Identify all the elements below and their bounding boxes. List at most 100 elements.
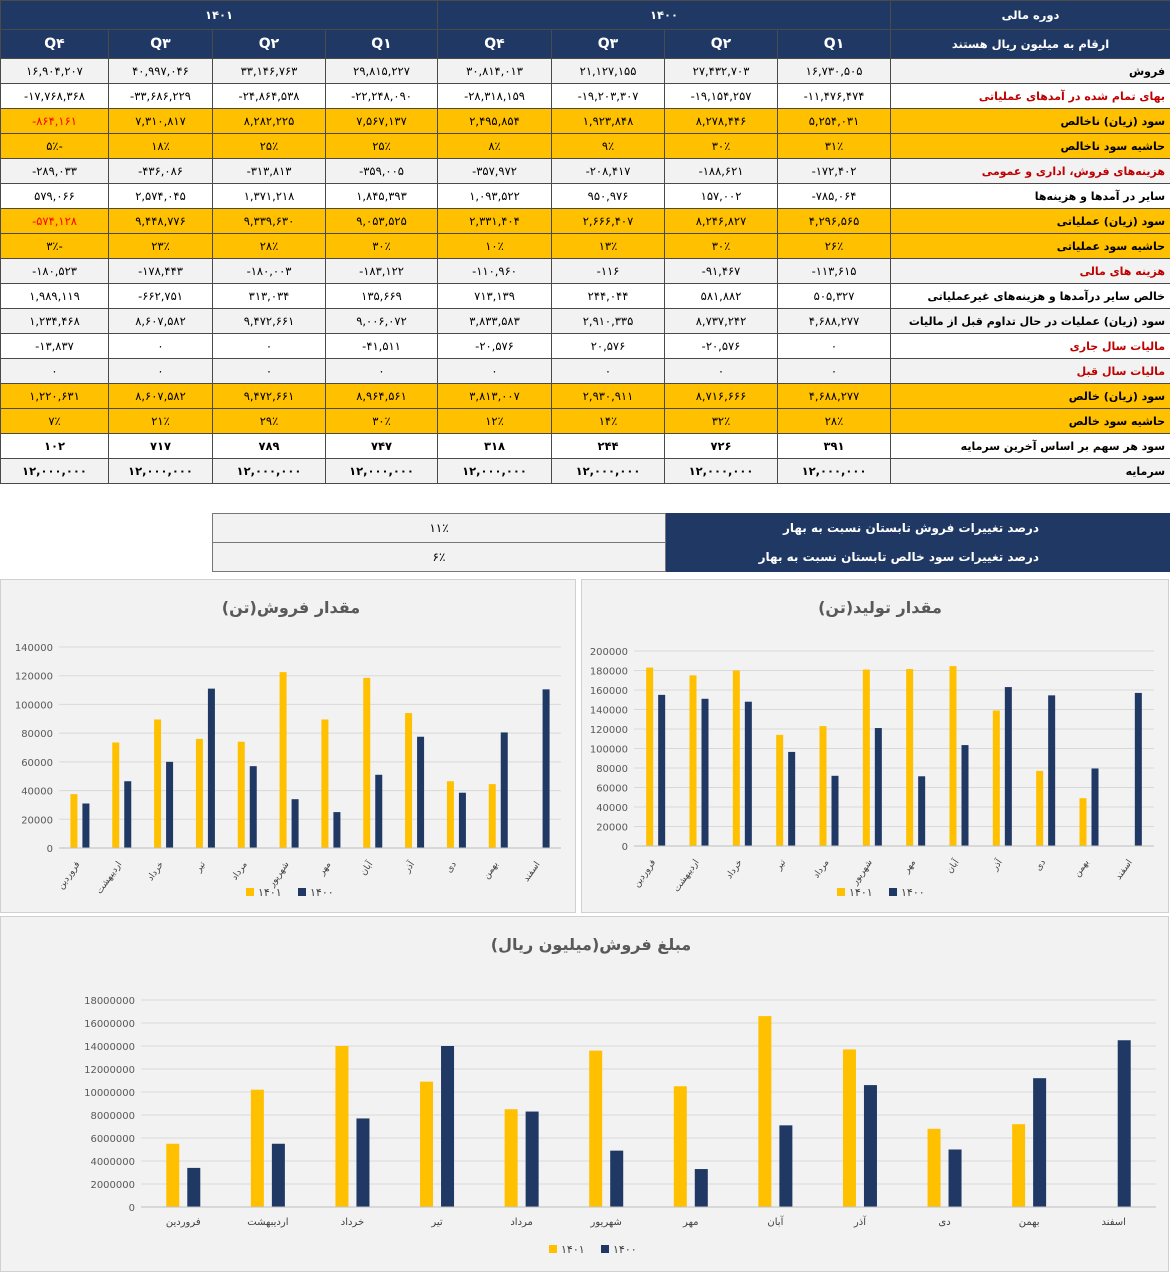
y-tick-label: 120000 <box>590 725 628 736</box>
category-label: اسفند <box>1101 1217 1125 1228</box>
table-cell: ۸,۷۱۶,۶۶۶ <box>664 383 779 409</box>
table-cell: -۳٪ <box>0 233 109 259</box>
table-cell: ۱۹,۲۰۳,۳۰۷- <box>551 83 666 109</box>
bar-1400 <box>207 688 215 848</box>
change-value: ۱۱٪ <box>212 513 666 543</box>
table-row: ۱,۹۸۹,۱۱۹ ۶۶۲,۷۵۱- ۳۱۳,۰۳۴ ۱۳۵,۶۶۹ ۷۱۳,۱۳۹ ۲۴… <box>0 283 1170 309</box>
table-cell: ۹,۰۵۳,۵۲۵ <box>324 208 439 234</box>
bar-1401 <box>862 669 870 846</box>
table-cell: ۲,۴۹۵,۸۵۴ <box>437 108 553 134</box>
y-tick-label: 14000000 <box>84 1042 135 1053</box>
legend-swatch-1401 <box>549 1245 557 1253</box>
category-label: مرداد <box>510 1217 533 1228</box>
year-header-1401: ۱۴۰۱ <box>0 0 439 30</box>
table-cell: ۲۶٪ <box>777 233 892 259</box>
bar-1401 <box>420 1081 434 1207</box>
quarter-header: Q۳ <box>551 29 666 59</box>
bar-1401 <box>335 1046 349 1207</box>
bar-1401 <box>689 675 697 846</box>
bar-1400 <box>610 1150 624 1207</box>
y-tick-label: 4000000 <box>90 1157 135 1168</box>
table-cell: ۲۰,۵۷۶ <box>551 333 666 359</box>
table-cell: ۱۲,۰۰۰,۰۰۰ <box>0 458 109 484</box>
bar-1401 <box>949 666 957 846</box>
table-cell: ۱۱۶- <box>551 258 666 284</box>
table-row: ۱۶,۹۰۴,۲۰۷ ۴۰,۹۹۷,۰۴۶ ۳۳,۱۴۶,۷۶۳ ۲۹,۸۱۵,۲۲۷… <box>0 58 1170 84</box>
bar-1400 <box>82 803 90 848</box>
table-cell: ۷۲۶ <box>664 433 779 459</box>
bar-1401 <box>250 1089 264 1207</box>
row-label: سود هر سهم بر اساس آخرین سرمایه <box>890 433 1170 459</box>
category-label: فروردین <box>56 860 82 891</box>
table-cell: ۱۳٪ <box>551 233 666 259</box>
category-label: آبان <box>357 858 375 877</box>
table-cell: ۹۱,۴۶۷- <box>664 258 779 284</box>
bar-1401 <box>70 794 78 848</box>
table-cell: ۵,۲۵۴,۰۳۱ <box>777 108 892 134</box>
quarter-header: Q۱ <box>777 29 892 59</box>
table-cell: ۷۱۳,۱۳۹ <box>437 283 553 309</box>
y-tick-label: 60000 <box>21 758 53 769</box>
table-cell: ۰ <box>212 333 326 359</box>
table-cell: ۱۸۰,۵۲۳- <box>0 258 109 284</box>
table-cell: ۸۶۴,۱۶۱- <box>0 108 109 134</box>
table-cell: ۸,۹۶۴,۵۶۱ <box>324 383 439 409</box>
table-cell: ۴۱,۵۱۱- <box>324 333 439 359</box>
table-cell: ۸,۶۰۷,۵۸۲ <box>108 383 213 409</box>
category-label: بهمن <box>482 860 501 881</box>
table-cell: ۱۱۳,۶۱۵- <box>777 258 892 284</box>
bar-1401 <box>927 1128 941 1207</box>
table-cell: ۹,۴۷۲,۶۶۱ <box>212 383 326 409</box>
table-cell: ۵۷۴,۱۲۸- <box>0 208 109 234</box>
table-cell: ۳۲٪ <box>664 408 779 434</box>
table-row: ۵۷۹,۰۶۶ ۲,۵۷۴,۰۴۵ ۱,۳۷۱,۲۱۸ ۱,۸۴۵,۳۹۳ ۱,۰۹۳,… <box>0 183 1170 209</box>
period-header: دوره مالی <box>890 0 1170 30</box>
table-cell: ۱۲,۰۰۰,۰۰۰ <box>437 458 553 484</box>
table-cell: ۱۱۰,۹۶۰- <box>437 258 553 284</box>
table-cell: -۵٪ <box>0 133 109 159</box>
category-label: مهر <box>682 1217 698 1228</box>
table-cell: ۹,۴۴۸,۷۷۶ <box>108 208 213 234</box>
table-cell: ۵۰۵,۳۲۷ <box>777 283 892 309</box>
table-cell: ۱۴٪ <box>551 408 666 434</box>
table-cell: ۴,۲۹۶,۵۶۵ <box>777 208 892 234</box>
table-cell: ۲,۵۷۴,۰۴۵ <box>108 183 213 209</box>
bar-1400 <box>1117 1040 1131 1207</box>
legend-swatch-1400 <box>889 888 897 896</box>
category-label: مرداد <box>230 860 250 883</box>
row-label: بهای تمام شده در آمدهای عملیاتی <box>890 83 1170 109</box>
row-label: حاشیه سود ناخالص <box>890 133 1170 159</box>
table-cell: ۲,۹۱۰,۳۳۵ <box>551 308 666 334</box>
bar-1401 <box>405 713 413 848</box>
bar-1400 <box>948 1149 962 1207</box>
table-cell: ۷۴۷ <box>324 433 439 459</box>
table-row: ۷٪ ۲۱٪ ۲۹٪ ۳۰٪ ۱۲٪ ۱۴٪ ۳۲٪ ۲۸٪ حاشیه سود خالص <box>0 408 1170 434</box>
row-label: حاشیه سود خالص <box>890 408 1170 434</box>
table-cell: ۲۳٪ <box>108 233 213 259</box>
bar-1400 <box>1134 692 1142 846</box>
legend-swatch-1401 <box>246 888 254 896</box>
table-cell: ۲۵٪ <box>324 133 439 159</box>
bar-1401 <box>237 741 245 848</box>
table-cell: ۱۰۲ <box>0 433 109 459</box>
bar-1400 <box>291 799 299 848</box>
category-label: اسفند <box>1114 858 1135 882</box>
bar-1401 <box>776 734 784 846</box>
sales-amount-chart: مبلغ فروش(میلیون ریال) 0 2000000 4000000 600… <box>84 935 1156 1256</box>
bar-1400 <box>458 792 466 848</box>
category-label: آبان <box>943 856 961 875</box>
bar-1401 <box>1079 798 1087 846</box>
bar-1400 <box>788 751 796 846</box>
y-tick-label: 120000 <box>15 672 53 683</box>
bar-1400 <box>249 766 257 848</box>
bar-1401 <box>504 1109 518 1207</box>
category-label: فروردین <box>632 858 658 889</box>
row-label: سود (زیان) عملیاتی <box>890 208 1170 234</box>
row-label: هزینه‌های فروش، اداری و عمومی <box>890 158 1170 184</box>
change-label: درصد تغییرات سود خالص تابستان نسبت به به… <box>665 542 1170 572</box>
bar-1400 <box>961 745 969 846</box>
category-label: آذر <box>400 858 417 875</box>
table-row: ۱,۲۳۴,۴۶۸ ۸,۶۰۷,۵۸۲ ۹,۴۷۲,۶۶۱ ۹,۰۰۶,۰۷۲ ۳,۸۳… <box>0 308 1170 334</box>
category-label: مرداد <box>812 858 832 881</box>
row-label: سرمایه <box>890 458 1170 484</box>
